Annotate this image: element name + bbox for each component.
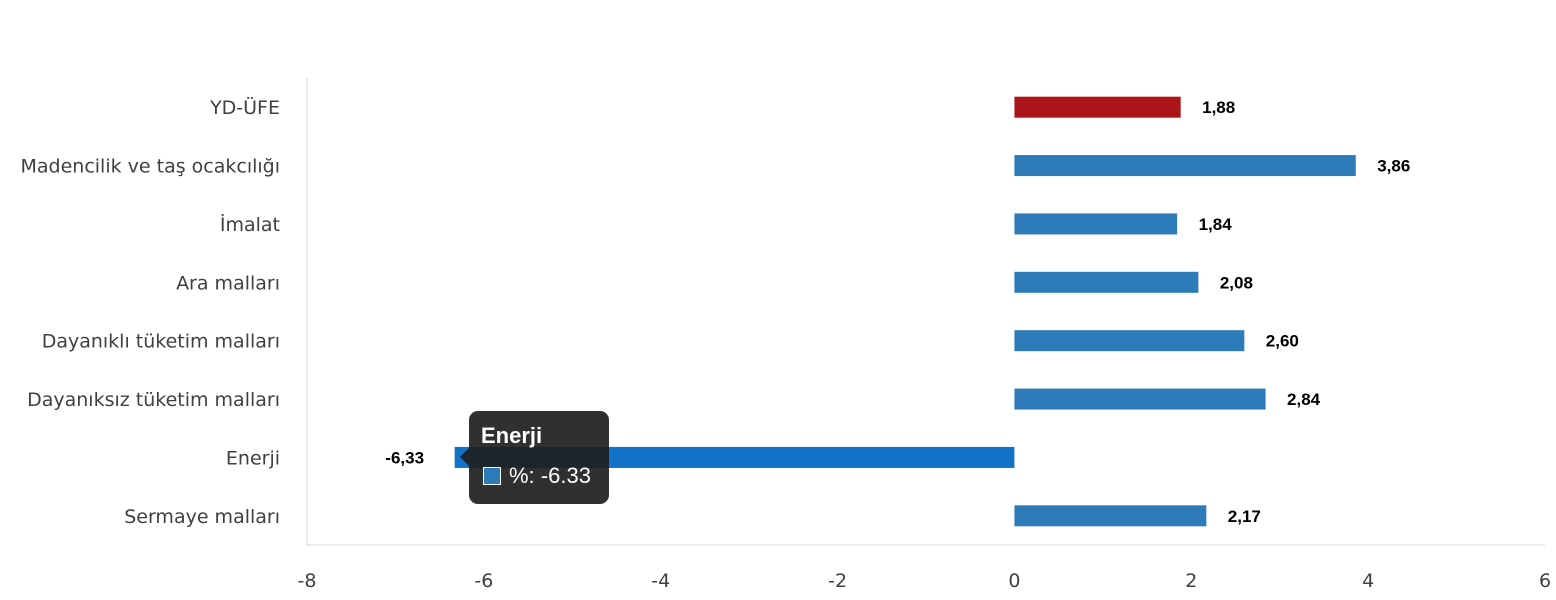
- data-labels: 1,88 3,86 1,84 2,08 2,60 2,84 -6,33 2,17: [385, 98, 1410, 526]
- data-label: 2,08: [1220, 273, 1253, 292]
- data-label: 2,60: [1266, 332, 1299, 351]
- category-label: Enerji: [226, 447, 280, 469]
- category-label: Sermaye malları: [124, 506, 280, 528]
- bar[interactable]: [1014, 155, 1356, 177]
- x-tick-label: 4: [1362, 570, 1374, 592]
- bar[interactable]: [1014, 505, 1207, 527]
- x-tick-label: -4: [651, 570, 670, 592]
- x-tick-labels: -8 -6 -4 -2 0 2 4 6: [298, 570, 1552, 592]
- tooltip-title: Enerji: [481, 423, 543, 448]
- bar[interactable]: [1014, 330, 1245, 352]
- category-label: YD-ÜFE: [209, 96, 280, 119]
- data-label: 2,17: [1228, 507, 1261, 526]
- bar[interactable]: [1014, 388, 1266, 410]
- data-label: 1,88: [1202, 98, 1235, 117]
- data-label: 3,86: [1377, 157, 1410, 176]
- tooltip-value: %: -6.33: [509, 463, 591, 488]
- bar[interactable]: [1014, 213, 1178, 235]
- data-label: 1,84: [1199, 215, 1233, 234]
- x-tick-label: -2: [828, 570, 847, 592]
- x-tick-label: -6: [474, 570, 493, 592]
- category-label: Madencilik ve taş ocakcılığı: [21, 156, 281, 178]
- chart-axes: [306, 78, 1545, 546]
- bar[interactable]: [1014, 271, 1199, 293]
- bar[interactable]: [1014, 96, 1181, 118]
- category-label: Dayanıklı tüketim malları: [42, 331, 280, 353]
- category-labels: YD-ÜFE Madencilik ve taş ocakcılığı İmalat…: [21, 96, 281, 528]
- chart-tooltip: Enerji %: -6.33: [460, 411, 609, 504]
- x-tick-label: -8: [298, 570, 317, 592]
- x-tick-label: 2: [1185, 570, 1197, 592]
- x-tick-label: 6: [1539, 570, 1551, 592]
- data-label: 2,84: [1287, 390, 1321, 409]
- category-label: Dayanıksız tüketim malları: [27, 389, 280, 411]
- x-tick-label: 0: [1008, 570, 1020, 592]
- tooltip-swatch: [483, 467, 501, 485]
- category-label: İmalat: [220, 213, 280, 236]
- category-label: Ara malları: [176, 272, 280, 294]
- tooltip-row: %: -6.33: [483, 463, 591, 489]
- data-label: -6,33: [385, 448, 424, 467]
